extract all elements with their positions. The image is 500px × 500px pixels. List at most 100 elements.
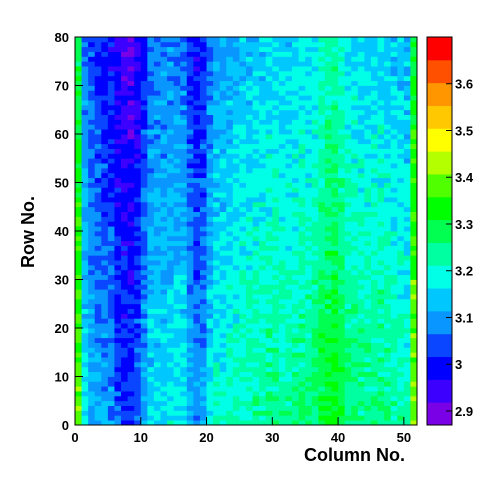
heatmap-cell — [114, 400, 122, 406]
heatmap-cell — [206, 245, 214, 251]
heatmap-cell — [305, 342, 313, 348]
heatmap-cell — [167, 260, 175, 266]
heatmap-cell — [107, 298, 115, 305]
heatmap-cell — [147, 226, 155, 232]
heatmap-cell — [338, 85, 346, 91]
heatmap-cell — [265, 245, 273, 251]
heatmap-cell — [186, 245, 194, 251]
heatmap-cell — [324, 357, 332, 363]
heatmap-cell — [344, 182, 352, 188]
heatmap-cell — [246, 328, 253, 334]
heatmap-cell — [318, 294, 326, 300]
heatmap-cell — [134, 114, 142, 120]
heatmap-cell — [397, 192, 405, 198]
heatmap-cell — [134, 95, 142, 101]
heatmap-cell — [351, 187, 359, 193]
heatmap-cell — [331, 420, 339, 426]
heatmap-cell — [246, 415, 253, 421]
heatmap-cell — [377, 337, 385, 343]
heatmap-cell — [357, 90, 365, 96]
heatmap-cell — [153, 231, 161, 237]
heatmap-cell — [311, 395, 319, 402]
heatmap-cell — [318, 366, 326, 373]
heatmap-cell — [239, 119, 247, 125]
heatmap-cell — [370, 255, 378, 261]
heatmap-cell — [193, 308, 201, 314]
heatmap-cell — [377, 192, 385, 198]
heatmap-cell — [324, 255, 332, 261]
heatmap-cell — [180, 294, 188, 300]
heatmap-cell — [298, 342, 306, 348]
heatmap-cell — [357, 405, 365, 411]
heatmap-cell — [311, 37, 319, 43]
heatmap-cell — [364, 85, 372, 91]
heatmap-cell — [160, 240, 168, 246]
heatmap-cell — [88, 211, 96, 217]
heatmap-cell — [193, 231, 201, 237]
heatmap-cell — [121, 109, 129, 115]
heatmap-cell — [331, 308, 339, 314]
heatmap-cell — [213, 143, 221, 149]
heatmap-cell — [199, 337, 207, 343]
heatmap-cell — [272, 361, 280, 368]
heatmap-cell — [364, 56, 372, 62]
heatmap-cell — [246, 405, 253, 411]
heatmap-cell — [199, 284, 207, 290]
heatmap-cell — [75, 61, 82, 67]
heatmap-cell — [226, 332, 234, 339]
heatmap-cell — [292, 391, 300, 397]
heatmap-cell — [101, 172, 109, 179]
heatmap-cell — [377, 313, 385, 319]
heatmap-cell — [331, 303, 339, 309]
heatmap-cell — [226, 80, 234, 86]
heatmap-cell — [351, 37, 359, 43]
heatmap-cell — [140, 298, 148, 305]
heatmap-cell — [213, 70, 221, 77]
heatmap-cell — [101, 216, 109, 222]
heatmap-cell — [403, 279, 411, 285]
heatmap-cell — [127, 221, 135, 227]
heatmap-cell — [153, 143, 161, 149]
heatmap-cell — [403, 163, 411, 169]
heatmap-cell — [167, 255, 175, 261]
heatmap-cell — [140, 347, 148, 353]
heatmap-cell — [88, 37, 96, 43]
heatmap-cell — [226, 37, 234, 43]
heatmap-cell — [410, 216, 418, 222]
heatmap-cell — [344, 313, 352, 319]
heatmap-cell — [344, 95, 352, 101]
heatmap-cell — [272, 167, 280, 174]
heatmap-cell — [311, 138, 319, 145]
heatmap-cell — [173, 177, 181, 183]
heatmap-cell — [305, 264, 313, 271]
heatmap-cell — [153, 114, 161, 120]
heatmap-cell — [107, 61, 115, 67]
heatmap-cell — [193, 85, 201, 91]
heatmap-cell — [173, 182, 181, 188]
heatmap-cell — [180, 95, 188, 101]
heatmap-cell — [305, 357, 313, 363]
heatmap-cell — [384, 298, 392, 305]
heatmap-cell — [107, 177, 115, 183]
heatmap-cell — [370, 269, 378, 276]
heatmap-cell — [121, 192, 129, 198]
heatmap-cell — [338, 294, 346, 300]
heatmap-cell — [344, 395, 352, 402]
heatmap-cell — [213, 260, 221, 266]
heatmap-cell — [324, 95, 332, 101]
heatmap-cell — [75, 308, 82, 314]
heatmap-cell — [147, 187, 155, 193]
heatmap-cell — [81, 197, 89, 203]
heatmap-cell — [134, 303, 142, 309]
heatmap-cell — [186, 221, 194, 227]
heatmap-cell — [88, 129, 96, 135]
x-axis: 0 10 20 30 40 50 — [71, 417, 411, 445]
heatmap-cell — [403, 371, 411, 377]
heatmap-cell — [305, 134, 313, 140]
heatmap-cell — [252, 172, 260, 179]
heatmap-cell — [173, 192, 181, 198]
heatmap-cell — [351, 318, 359, 324]
heatmap-cell — [364, 148, 372, 154]
heatmap-cell — [338, 182, 346, 188]
heatmap-cell — [88, 192, 96, 198]
